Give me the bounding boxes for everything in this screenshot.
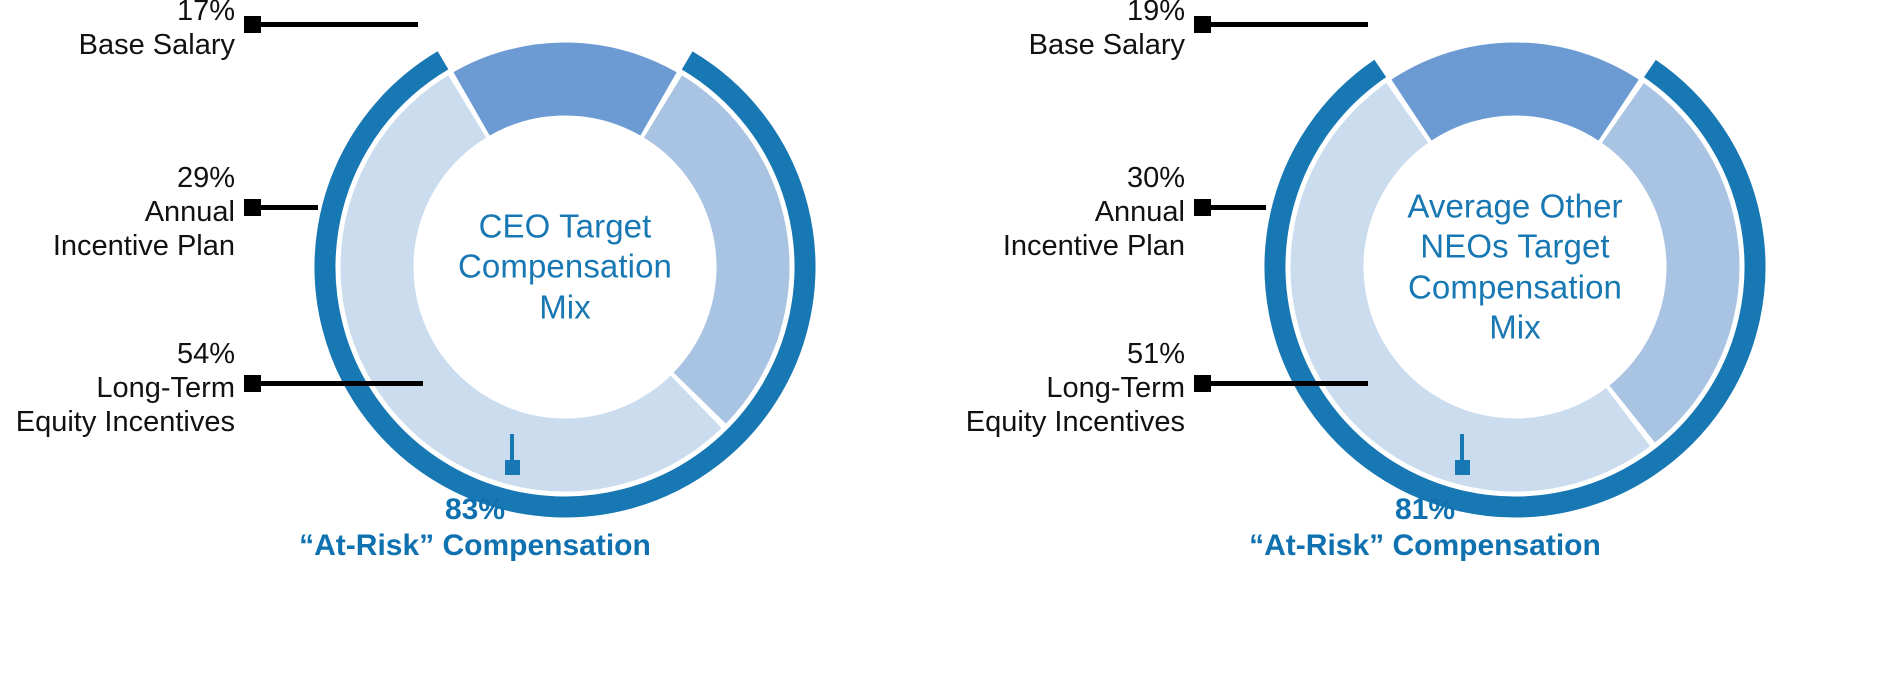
at-risk-pct: 83%: [444, 493, 506, 526]
ceo-donut-svg: [314, 16, 816, 518]
segment-base-salary: [1290, 42, 1740, 492]
at-risk-pct: 81%: [1394, 493, 1456, 526]
segment-long-term-equity: [340, 42, 790, 492]
segment-name: Base Salary: [1028, 28, 1185, 61]
neo-inner-ring: [1290, 42, 1740, 492]
neo-leader-line-annual-incentive: [1208, 205, 1266, 210]
neo-leader-dot-long-term-equity: [1194, 375, 1211, 392]
segment-name: Base Salary: [78, 28, 235, 61]
ceo-leader-dot-long-term-equity: [244, 375, 261, 392]
ceo-label-long-term-equity: 54% Long-Term Equity Incentives: [16, 338, 235, 440]
ceo-leader-dot-base-salary: [244, 16, 261, 33]
neo-label-base-salary: 19% Base Salary: [1029, 0, 1185, 63]
ceo-inner-ring: [340, 42, 790, 492]
segment-name: Annual: [144, 195, 235, 228]
pct-value: 19%: [1126, 0, 1185, 27]
ceo-leader-dot-at-risk: [505, 460, 520, 475]
ceo-label-annual-incentive: 29% Annual Incentive Plan: [53, 162, 235, 264]
ceo-leader-dot-annual-incentive: [244, 199, 261, 216]
neo-leader-line-base-salary: [1208, 22, 1368, 27]
ceo-donut: CEO Target Compensation Mix: [280, 0, 850, 552]
neo-leader-line-at-risk: [1460, 434, 1464, 466]
neo-leader-dot-at-risk: [1455, 460, 1470, 475]
ceo-leader-line-base-salary: [258, 22, 418, 27]
segment-name: Long-Term: [96, 371, 235, 404]
neo-leader-dot-annual-incentive: [1194, 199, 1211, 216]
pct-value: 29%: [176, 162, 235, 194]
at-risk-text: “At-Risk” Compensation: [1249, 529, 1601, 562]
ceo-at-risk-label: 83% “At-Risk” Compensation: [0, 492, 950, 564]
segment-name: Annual: [1094, 195, 1185, 228]
pct-value: 17%: [176, 0, 235, 27]
ceo-leader-line-long-term-equity: [258, 381, 423, 386]
segment-name: Incentive Plan: [1002, 229, 1185, 262]
segment-name: Incentive Plan: [52, 229, 235, 262]
ceo-leader-line-annual-incentive: [258, 205, 318, 210]
segment-name: Long-Term: [1046, 371, 1185, 404]
segment-annual-incentive: [1290, 42, 1740, 492]
neo-label-annual-incentive: 30% Annual Incentive Plan: [1003, 162, 1185, 264]
at-risk-text: “At-Risk” Compensation: [299, 529, 651, 562]
ceo-compensation-chart: CEO Target Compensation Mix 17% Base Sal…: [0, 0, 950, 564]
neo-at-risk-label: 81% “At-Risk” Compensation: [950, 492, 1900, 564]
pct-value: 51%: [1126, 338, 1185, 370]
segment-base-salary: [340, 42, 790, 492]
segment-name: Equity Incentives: [965, 405, 1185, 438]
at-risk-outer-arc: [1264, 16, 1766, 518]
pct-value: 54%: [176, 338, 235, 370]
neo-leader-line-long-term-equity: [1208, 381, 1368, 386]
ceo-label-base-salary: 17% Base Salary: [79, 0, 235, 63]
other-neos-compensation-chart: Average Other NEOs Target Compensation M…: [950, 0, 1900, 675]
ceo-leader-line-at-risk: [510, 434, 514, 466]
neo-donut-svg: [1264, 16, 1766, 518]
neo-label-long-term-equity: 51% Long-Term Equity Incentives: [966, 338, 1185, 440]
neo-leader-dot-base-salary: [1194, 16, 1211, 33]
neo-donut: Average Other NEOs Target Compensation M…: [1230, 0, 1800, 552]
at-risk-outer-arc: [314, 16, 816, 518]
segment-name: Equity Incentives: [15, 405, 235, 438]
segment-annual-incentive: [340, 42, 790, 492]
pct-value: 30%: [1126, 162, 1185, 194]
